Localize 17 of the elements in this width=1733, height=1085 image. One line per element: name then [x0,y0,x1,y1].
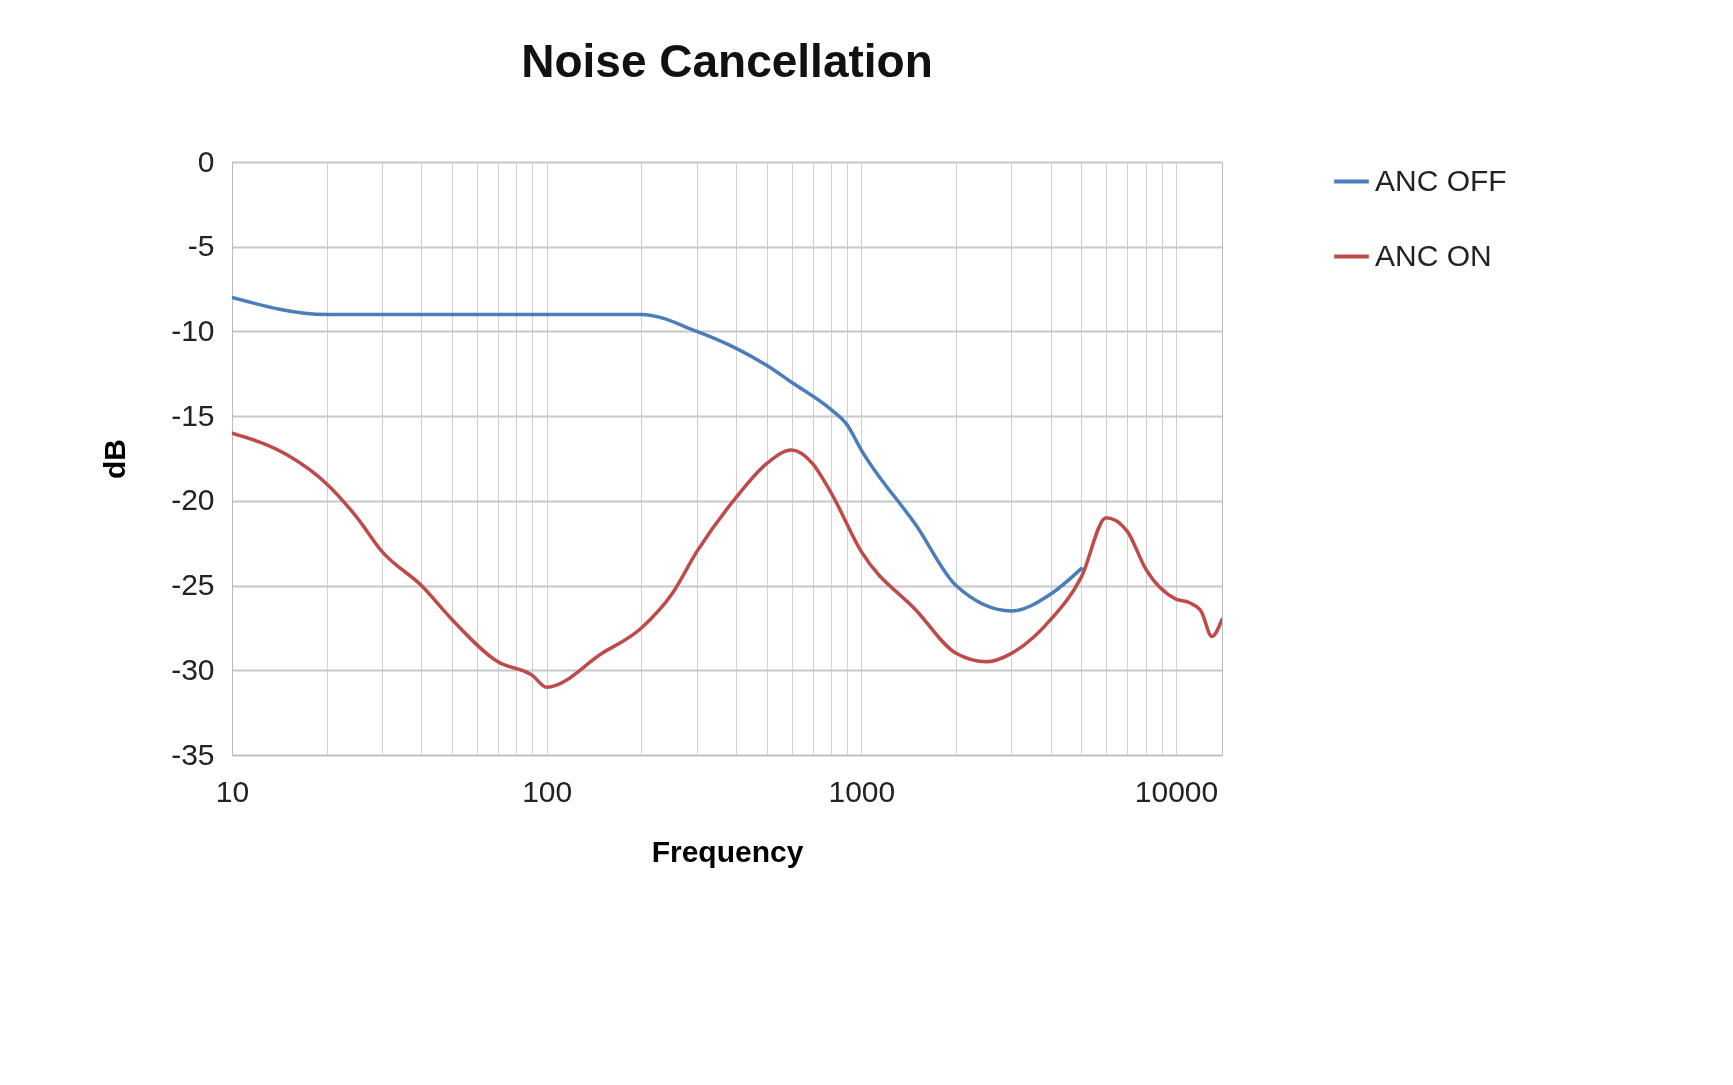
y-tick-label: -35 [171,737,215,771]
y-tick-label: 0 [197,144,215,178]
y-tick-label: -20 [171,483,215,517]
y-tick-label: -10 [171,313,215,347]
chart-title: Noise Cancellation [521,35,933,87]
x-tick-label: 1000 [828,774,896,808]
y-tick-label: -25 [171,568,215,602]
y-tick-label: -15 [171,398,215,432]
x-tick-label: 100 [522,774,573,808]
y-tick-label: -5 [187,229,215,263]
y-tick-label: -30 [171,652,215,686]
legend-label: ANC OFF [1375,163,1507,197]
y-axis-title: dB [98,439,132,479]
x-tick-label: 10 [215,774,250,808]
x-axis-title: Frequency [651,834,804,868]
x-tick-label: 10000 [1134,774,1219,808]
legend-label: ANC ON [1375,238,1492,272]
